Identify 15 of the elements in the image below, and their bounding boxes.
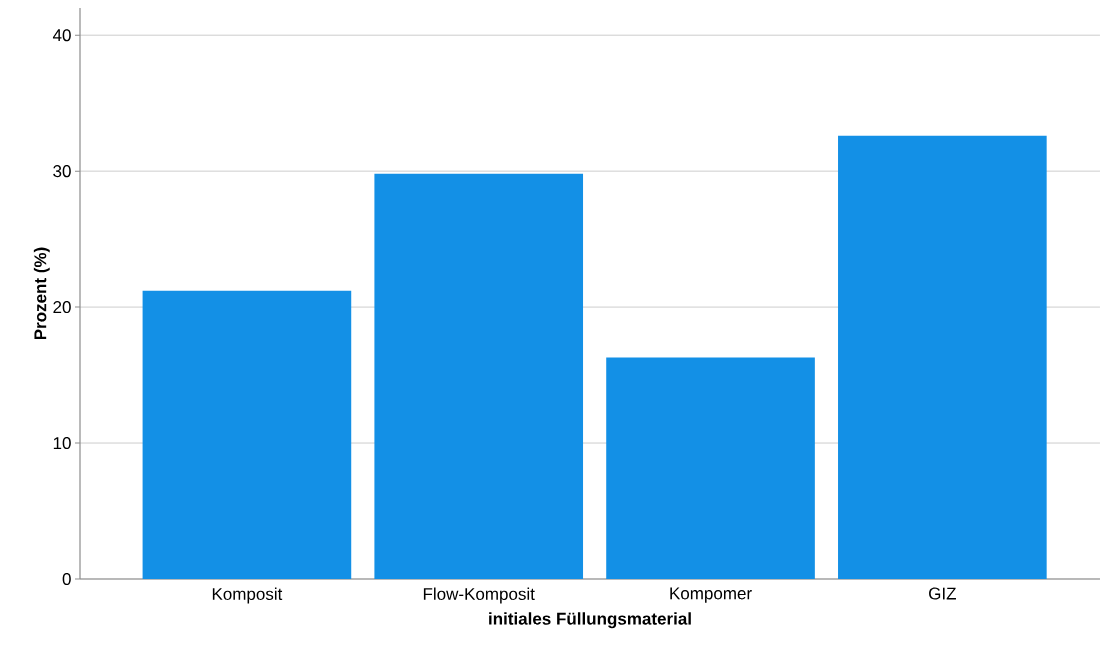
y-axis-title: Prozent (%) — [33, 247, 50, 340]
bar — [606, 357, 815, 579]
bar — [142, 290, 352, 579]
x-tick-label: Kompomer — [670, 587, 752, 603]
y-tick-label: 10 — [53, 437, 71, 450]
x-tick-label: Komposit — [212, 587, 283, 604]
y-tick-label: 40 — [52, 29, 71, 42]
bar — [838, 135, 1047, 579]
y-tick-label: 0 — [62, 572, 71, 586]
x-tick-label: GIZ — [929, 587, 956, 600]
x-axis-title: initiales Füllungsmaterial — [489, 612, 691, 629]
y-tick-label: 20 — [53, 301, 71, 314]
bar — [374, 173, 584, 579]
x-tick-label: Flow-Komposit — [423, 587, 535, 604]
y-tick-label: 30 — [53, 165, 71, 178]
